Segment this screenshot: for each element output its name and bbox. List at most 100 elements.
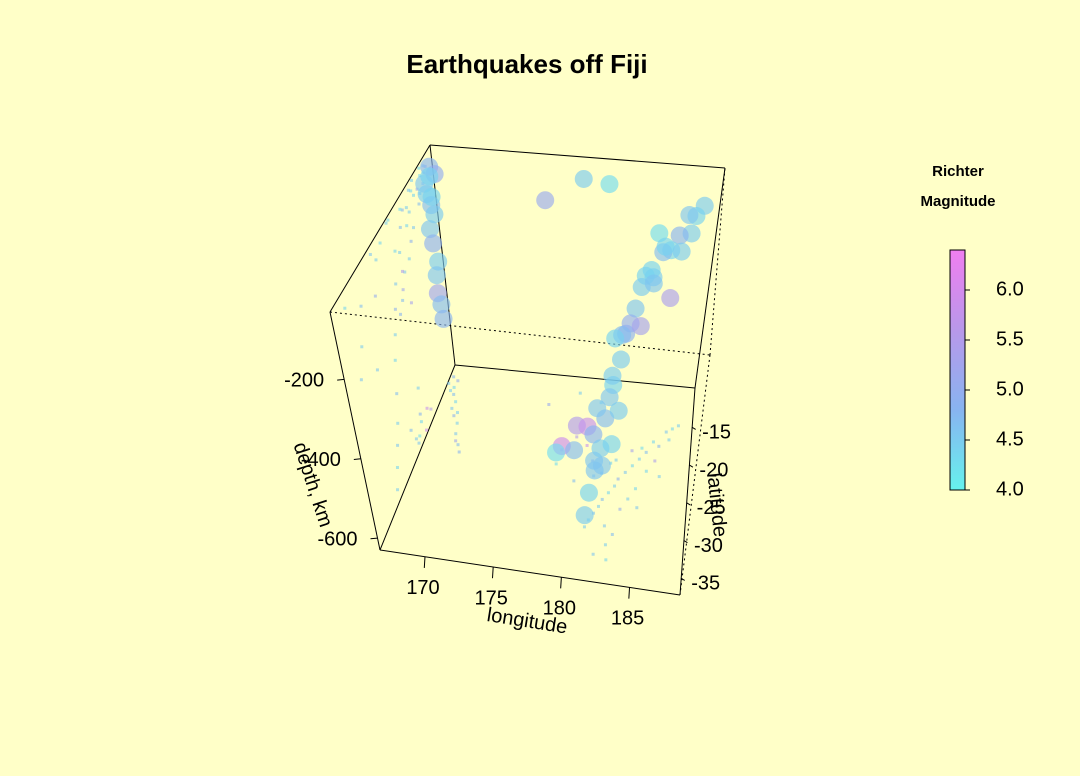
x-tick-label: 175 bbox=[474, 587, 507, 609]
colorbar-tick-label: 4.0 bbox=[996, 478, 1024, 500]
quake-point bbox=[626, 299, 645, 318]
wall-shadow bbox=[359, 378, 363, 382]
quake-point bbox=[600, 388, 619, 407]
x-tick-mark bbox=[423, 556, 426, 568]
box-edge bbox=[379, 364, 456, 551]
floor-shadow bbox=[455, 421, 459, 425]
wall-shadow bbox=[409, 189, 413, 193]
wall-shadow bbox=[373, 294, 377, 298]
floor-shadow bbox=[614, 458, 618, 462]
wall-shadow bbox=[417, 441, 421, 445]
floor-shadow bbox=[635, 506, 639, 510]
floor-shadow bbox=[447, 381, 451, 385]
wall-shadow bbox=[407, 210, 411, 214]
floor-shadow bbox=[657, 475, 661, 479]
quake-point bbox=[584, 425, 603, 444]
z-tick-label: -600 bbox=[317, 528, 357, 550]
floor-shadow bbox=[455, 411, 459, 415]
colorbar-tick-label: 6.0 bbox=[996, 278, 1024, 300]
wall-shadow bbox=[407, 257, 411, 261]
wall-shadow bbox=[393, 249, 397, 253]
x-tick-label: 185 bbox=[611, 608, 644, 630]
floor-shadow bbox=[637, 457, 641, 461]
floor-shadow bbox=[602, 524, 606, 528]
x-tick-label: 170 bbox=[406, 577, 439, 599]
wall-shadow bbox=[396, 488, 400, 492]
floor-shadow bbox=[582, 525, 586, 529]
y-tick-label: -20 bbox=[699, 459, 728, 481]
floor-shadow bbox=[630, 449, 634, 453]
box-edge bbox=[709, 167, 726, 356]
quake-point bbox=[672, 242, 691, 261]
floor-shadow bbox=[600, 497, 604, 501]
wall-shadow bbox=[409, 301, 413, 305]
wall-shadow bbox=[403, 270, 407, 274]
quake-point bbox=[579, 483, 598, 502]
quake-point bbox=[429, 252, 448, 271]
x-tick-mark bbox=[628, 587, 631, 599]
wall-shadow bbox=[418, 412, 422, 416]
wall-shadow bbox=[378, 241, 382, 245]
box-edge bbox=[329, 311, 381, 551]
colorbar-tick-label: 5.0 bbox=[996, 378, 1024, 400]
wall-shadow bbox=[418, 434, 422, 438]
box-edge bbox=[694, 167, 726, 389]
quake-point bbox=[420, 167, 439, 186]
wall-shadow bbox=[394, 282, 398, 286]
wall-shadow bbox=[393, 307, 397, 311]
quake-point bbox=[612, 350, 630, 369]
quake-point bbox=[420, 220, 439, 239]
z-tick-mark bbox=[370, 537, 378, 540]
floor-shadow bbox=[630, 464, 634, 468]
floor-shadow bbox=[626, 497, 630, 501]
floor-shadow bbox=[609, 461, 613, 465]
wall-shadow bbox=[393, 358, 397, 362]
wall-shadow bbox=[406, 188, 410, 192]
quake-point bbox=[603, 366, 622, 385]
colorbar-title: Richter bbox=[932, 163, 984, 180]
x-tick-label: 180 bbox=[543, 597, 576, 619]
floor-shadow bbox=[578, 391, 582, 395]
floor-shadow bbox=[454, 432, 458, 436]
box-edge bbox=[679, 354, 711, 596]
wall-shadow bbox=[409, 239, 413, 243]
quake-point bbox=[680, 206, 699, 225]
floor-shadow bbox=[452, 385, 456, 389]
floor-shadow bbox=[670, 427, 674, 431]
wall-shadow bbox=[360, 345, 364, 349]
z-tick-mark bbox=[337, 378, 345, 381]
floor-shadow bbox=[618, 507, 622, 511]
box-edge bbox=[329, 144, 431, 313]
wall-shadow bbox=[419, 420, 423, 424]
quake-point bbox=[650, 224, 669, 243]
wall-shadow bbox=[401, 288, 405, 292]
z-tick-label: -400 bbox=[301, 449, 341, 471]
y-tick-mark bbox=[683, 540, 688, 544]
wall-shadow bbox=[416, 386, 420, 390]
floor-shadow bbox=[585, 443, 589, 447]
quake-point bbox=[670, 226, 689, 245]
floor-shadow bbox=[653, 459, 657, 463]
wall-shadow bbox=[395, 392, 399, 396]
floor-shadow bbox=[547, 403, 551, 407]
colorbar-tick-label: 5.5 bbox=[996, 328, 1024, 350]
floor-shadow bbox=[613, 484, 617, 488]
quake-point bbox=[600, 175, 619, 194]
wall-shadow bbox=[425, 406, 429, 410]
floor-shadow bbox=[644, 469, 648, 473]
quake-point bbox=[574, 169, 593, 188]
floor-shadow bbox=[606, 491, 610, 495]
wall-shadow bbox=[409, 428, 413, 432]
colorbar-tick-label: 4.5 bbox=[996, 428, 1024, 450]
quake-point bbox=[547, 443, 566, 462]
wall-shadow bbox=[396, 443, 400, 447]
wall-shadow bbox=[417, 166, 421, 170]
y-tick-label: -30 bbox=[694, 535, 723, 557]
floor-shadow bbox=[633, 487, 637, 491]
floor-shadow bbox=[456, 443, 460, 447]
floor-shadow bbox=[454, 400, 458, 404]
floor-shadow bbox=[610, 532, 614, 536]
wall-shadow bbox=[418, 174, 422, 178]
